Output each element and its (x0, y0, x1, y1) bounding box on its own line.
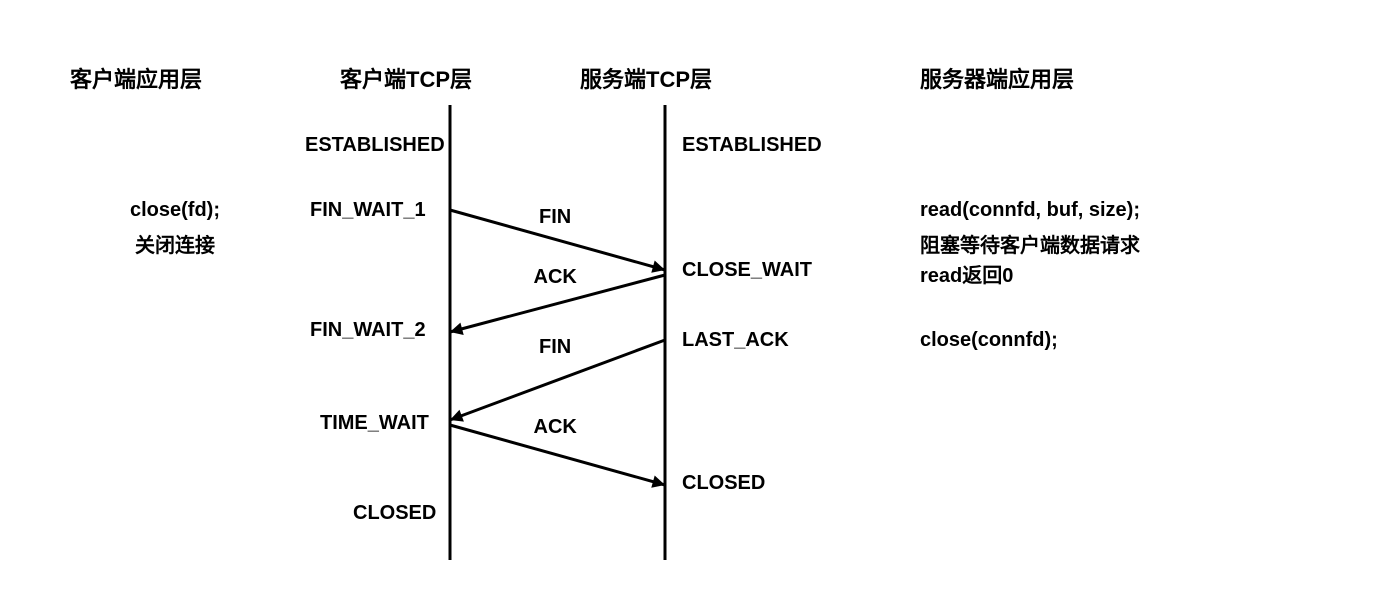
message-label-0: FIN (539, 206, 571, 229)
header-server_app: 服务器端应用层 (920, 62, 1074, 94)
header-client_tcp: 客户端TCP层 (340, 62, 472, 94)
message-label-3: ACK (534, 416, 577, 439)
server-state-0: ESTABLISHED (682, 134, 822, 157)
server-state-1: CLOSE_WAIT (682, 259, 812, 282)
client-state-2: FIN_WAIT_2 (310, 319, 426, 342)
server-app-label-3: close(connfd); (920, 329, 1058, 352)
server-state-2: LAST_ACK (682, 329, 789, 352)
server-app-label-2: read返回0 (920, 259, 1013, 288)
header-client_app: 客户端应用层 (70, 62, 202, 94)
server-app-label-1: 阻塞等待客户端数据请求 (920, 229, 1140, 258)
server-state-3: CLOSED (682, 472, 765, 495)
server-app-label-0: read(connfd, buf, size); (920, 199, 1140, 222)
message-label-1: ACK (534, 266, 577, 289)
client-state-1: FIN_WAIT_1 (310, 199, 426, 222)
message-label-2: FIN (539, 336, 571, 359)
header-server_tcp: 服务端TCP层 (580, 62, 712, 94)
client-app-label-0: close(fd); (130, 199, 220, 222)
client-app-label-1: 关闭连接 (135, 229, 215, 258)
client-state-4: CLOSED (353, 502, 436, 525)
tcp-close-sequence-diagram: FIN ACK FIN ACK 客户端应用层 客户端TCP层 服务端TCP层 服务器端应用层 E… (0, 0, 1389, 615)
client-state-0: ESTABLISHED (305, 134, 445, 157)
client-state-3: TIME_WAIT (320, 412, 429, 435)
